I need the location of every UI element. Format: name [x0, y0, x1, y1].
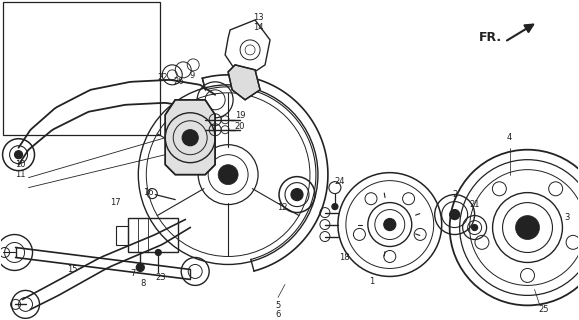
Text: 17: 17 [110, 198, 120, 207]
Circle shape [515, 216, 540, 239]
Circle shape [472, 225, 478, 230]
Text: 5: 5 [276, 301, 281, 310]
Text: 9: 9 [189, 71, 195, 80]
Text: FR.: FR. [478, 31, 501, 44]
Text: 23: 23 [155, 273, 166, 282]
Circle shape [14, 151, 23, 159]
Circle shape [332, 204, 338, 210]
Circle shape [155, 250, 162, 255]
Text: 21: 21 [470, 200, 480, 209]
Text: 20: 20 [235, 122, 245, 131]
Circle shape [136, 263, 144, 271]
Text: 12: 12 [277, 203, 287, 212]
Text: 15: 15 [67, 265, 78, 274]
Text: 4: 4 [507, 133, 512, 142]
Text: 25: 25 [538, 305, 549, 314]
Text: 18: 18 [339, 253, 350, 262]
Text: 13: 13 [253, 13, 263, 22]
Text: 10: 10 [15, 160, 26, 169]
Circle shape [384, 219, 396, 230]
Text: 7: 7 [131, 269, 136, 278]
Text: 22: 22 [157, 73, 167, 82]
Circle shape [450, 210, 460, 220]
Circle shape [218, 165, 238, 185]
Text: 14: 14 [253, 23, 263, 32]
Text: 11: 11 [15, 170, 26, 179]
Text: 3: 3 [565, 213, 570, 222]
Text: 26: 26 [173, 77, 184, 86]
Text: 6: 6 [276, 310, 281, 319]
Text: 19: 19 [235, 111, 245, 120]
Polygon shape [228, 65, 260, 100]
Circle shape [291, 188, 303, 201]
Text: 16: 16 [143, 188, 153, 197]
Text: 1: 1 [369, 277, 375, 286]
Polygon shape [165, 100, 215, 175]
Text: 2: 2 [452, 190, 457, 199]
Text: 8: 8 [141, 279, 146, 288]
Text: 24: 24 [335, 177, 345, 186]
Circle shape [182, 130, 198, 146]
